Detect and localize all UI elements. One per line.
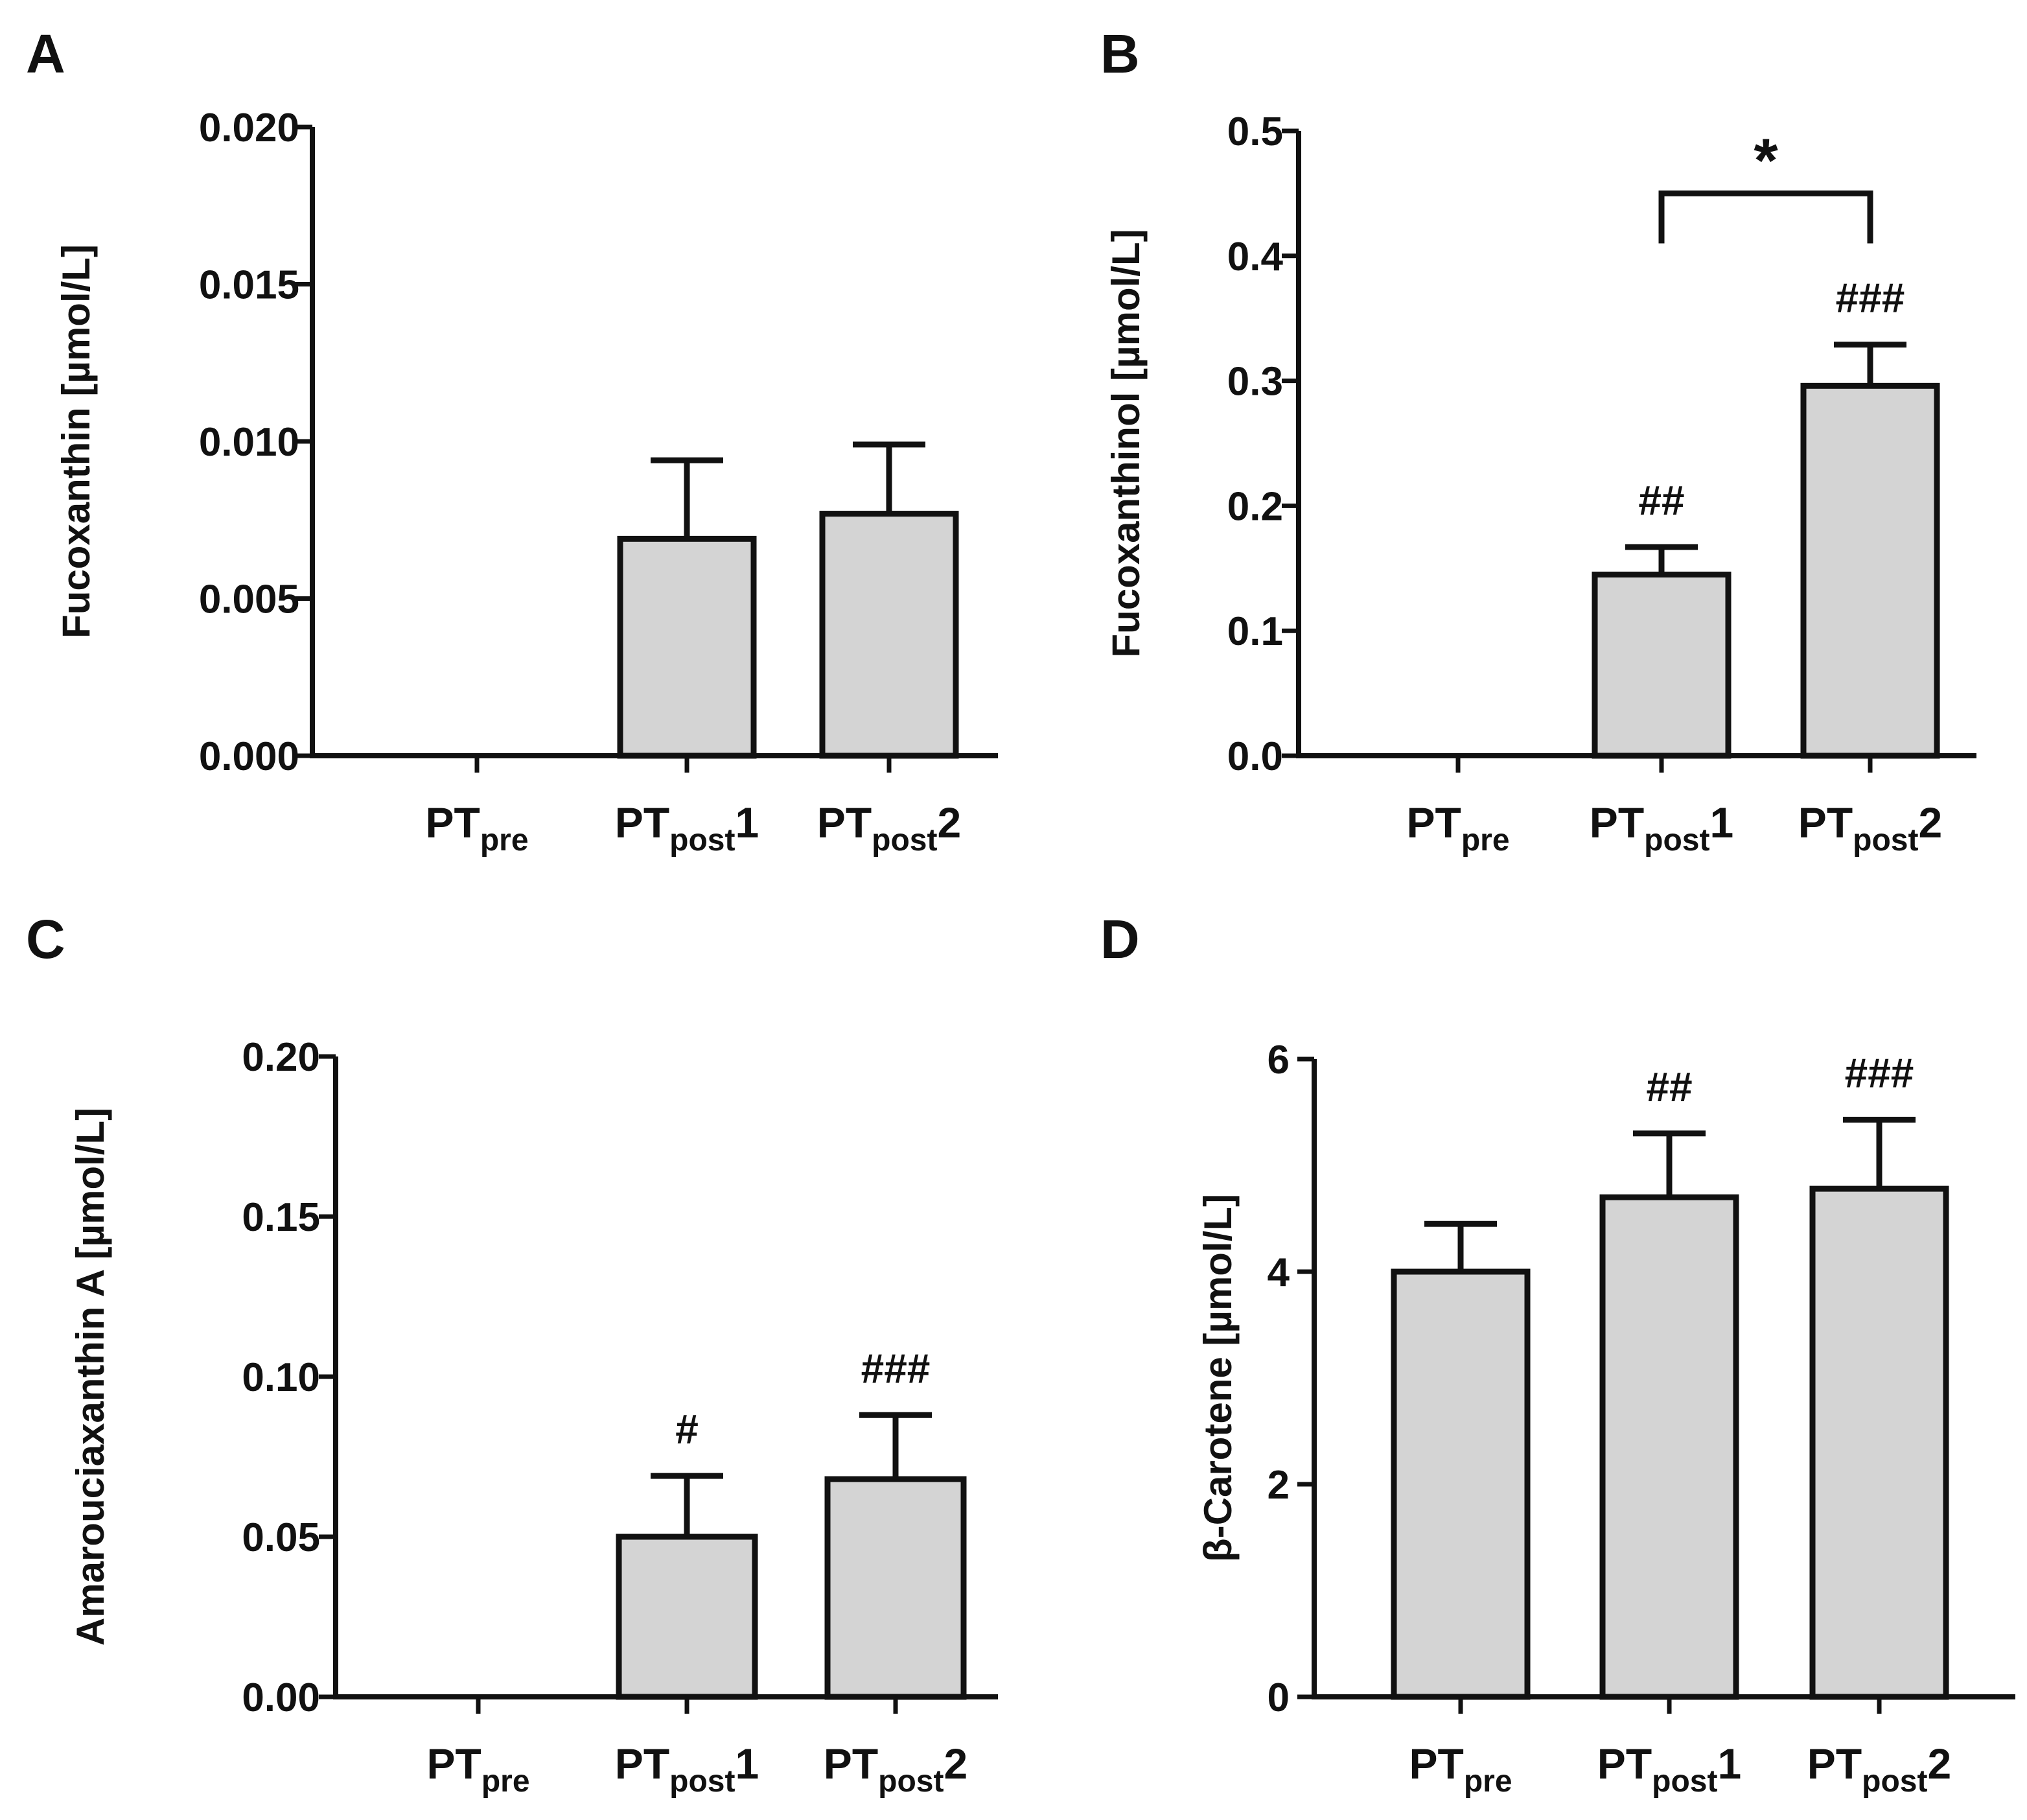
y-tick-label: 0.3 [1227,360,1283,404]
y-axis-title: Amarouciaxanthin A [µmol/L] [69,1108,112,1646]
bracket-label: * [1754,126,1778,195]
x-tick-label: PTpost1 [615,1740,759,1799]
y-tick-label: 0.20 [242,1035,320,1080]
y-tick-label: 0.1 [1227,609,1283,654]
y-axis-title: Fucoxanthinol [µmol/L] [1104,229,1148,657]
bar [1391,1268,1531,1700]
y-tick-label: 6 [1268,1038,1290,1082]
y-tick-label: 0.005 [199,578,299,622]
panel-letter: D [1100,909,1140,970]
y-tick-label: 0.05 [242,1515,320,1560]
bar [1800,382,1940,759]
y-tick-label: 0.5 [1227,110,1283,154]
bar [1809,1185,1949,1700]
x-tick-label: PTpre [426,1740,529,1799]
y-axis-title: β-Carotene [µmol/L] [1196,1194,1240,1562]
panel-letter: A [26,23,65,84]
x-tick-label: PTpost2 [824,1740,967,1799]
x-tick-label: PTpost1 [1590,799,1733,858]
bar [1599,1194,1739,1700]
significance-label: ### [861,1345,931,1392]
significance-label: ### [1845,1049,1914,1096]
x-tick-label: PTpre [1409,1740,1512,1799]
significance-label: ## [1638,477,1684,524]
x-tick-label: PTpost1 [1597,1740,1741,1799]
panel-letter: C [26,909,65,970]
y-tick-label: 4 [1268,1250,1290,1295]
bar [1592,571,1732,759]
panel-a: A 0.000 0.005 0.010 0.015 0.020 PTpre PTpost1 PT… [26,23,998,858]
y-tick-label: 0.4 [1227,235,1284,279]
y-tick-label: 0.10 [242,1355,320,1400]
bar [617,535,757,759]
significance-label: # [675,1406,699,1452]
x-tick-label: PTpre [1406,799,1509,858]
y-tick-label: 0.15 [242,1195,320,1240]
y-tick-label: 0 [1268,1675,1290,1720]
x-tick-label: PTpost2 [1807,1740,1951,1799]
y-tick-label: 0.0 [1227,734,1283,779]
y-tick-label: 2 [1268,1463,1290,1508]
y-tick-label: 0.015 [199,263,299,308]
significance-label: ### [1836,275,1905,321]
x-tick-label: PTpre [425,799,528,858]
bar [824,1476,967,1700]
bar [616,1534,758,1700]
x-tick-label: PTpost2 [817,799,961,858]
y-tick-label: 0.000 [199,734,299,779]
y-axis-title: Fucoxanthin [µmol/L] [54,244,98,638]
y-tick-label: 0.00 [242,1675,320,1720]
x-tick-label: PTpost2 [1798,799,1942,858]
comparison-bracket [1658,190,1873,244]
panel-letter: B [1100,23,1140,84]
significance-label: ## [1646,1064,1692,1110]
x-tick-label: PTpost1 [615,799,759,858]
y-tick-label: 0.010 [199,420,299,465]
y-tick-label: 0.020 [199,106,299,150]
y-tick-label: 0.2 [1227,484,1283,529]
bar [819,511,959,759]
